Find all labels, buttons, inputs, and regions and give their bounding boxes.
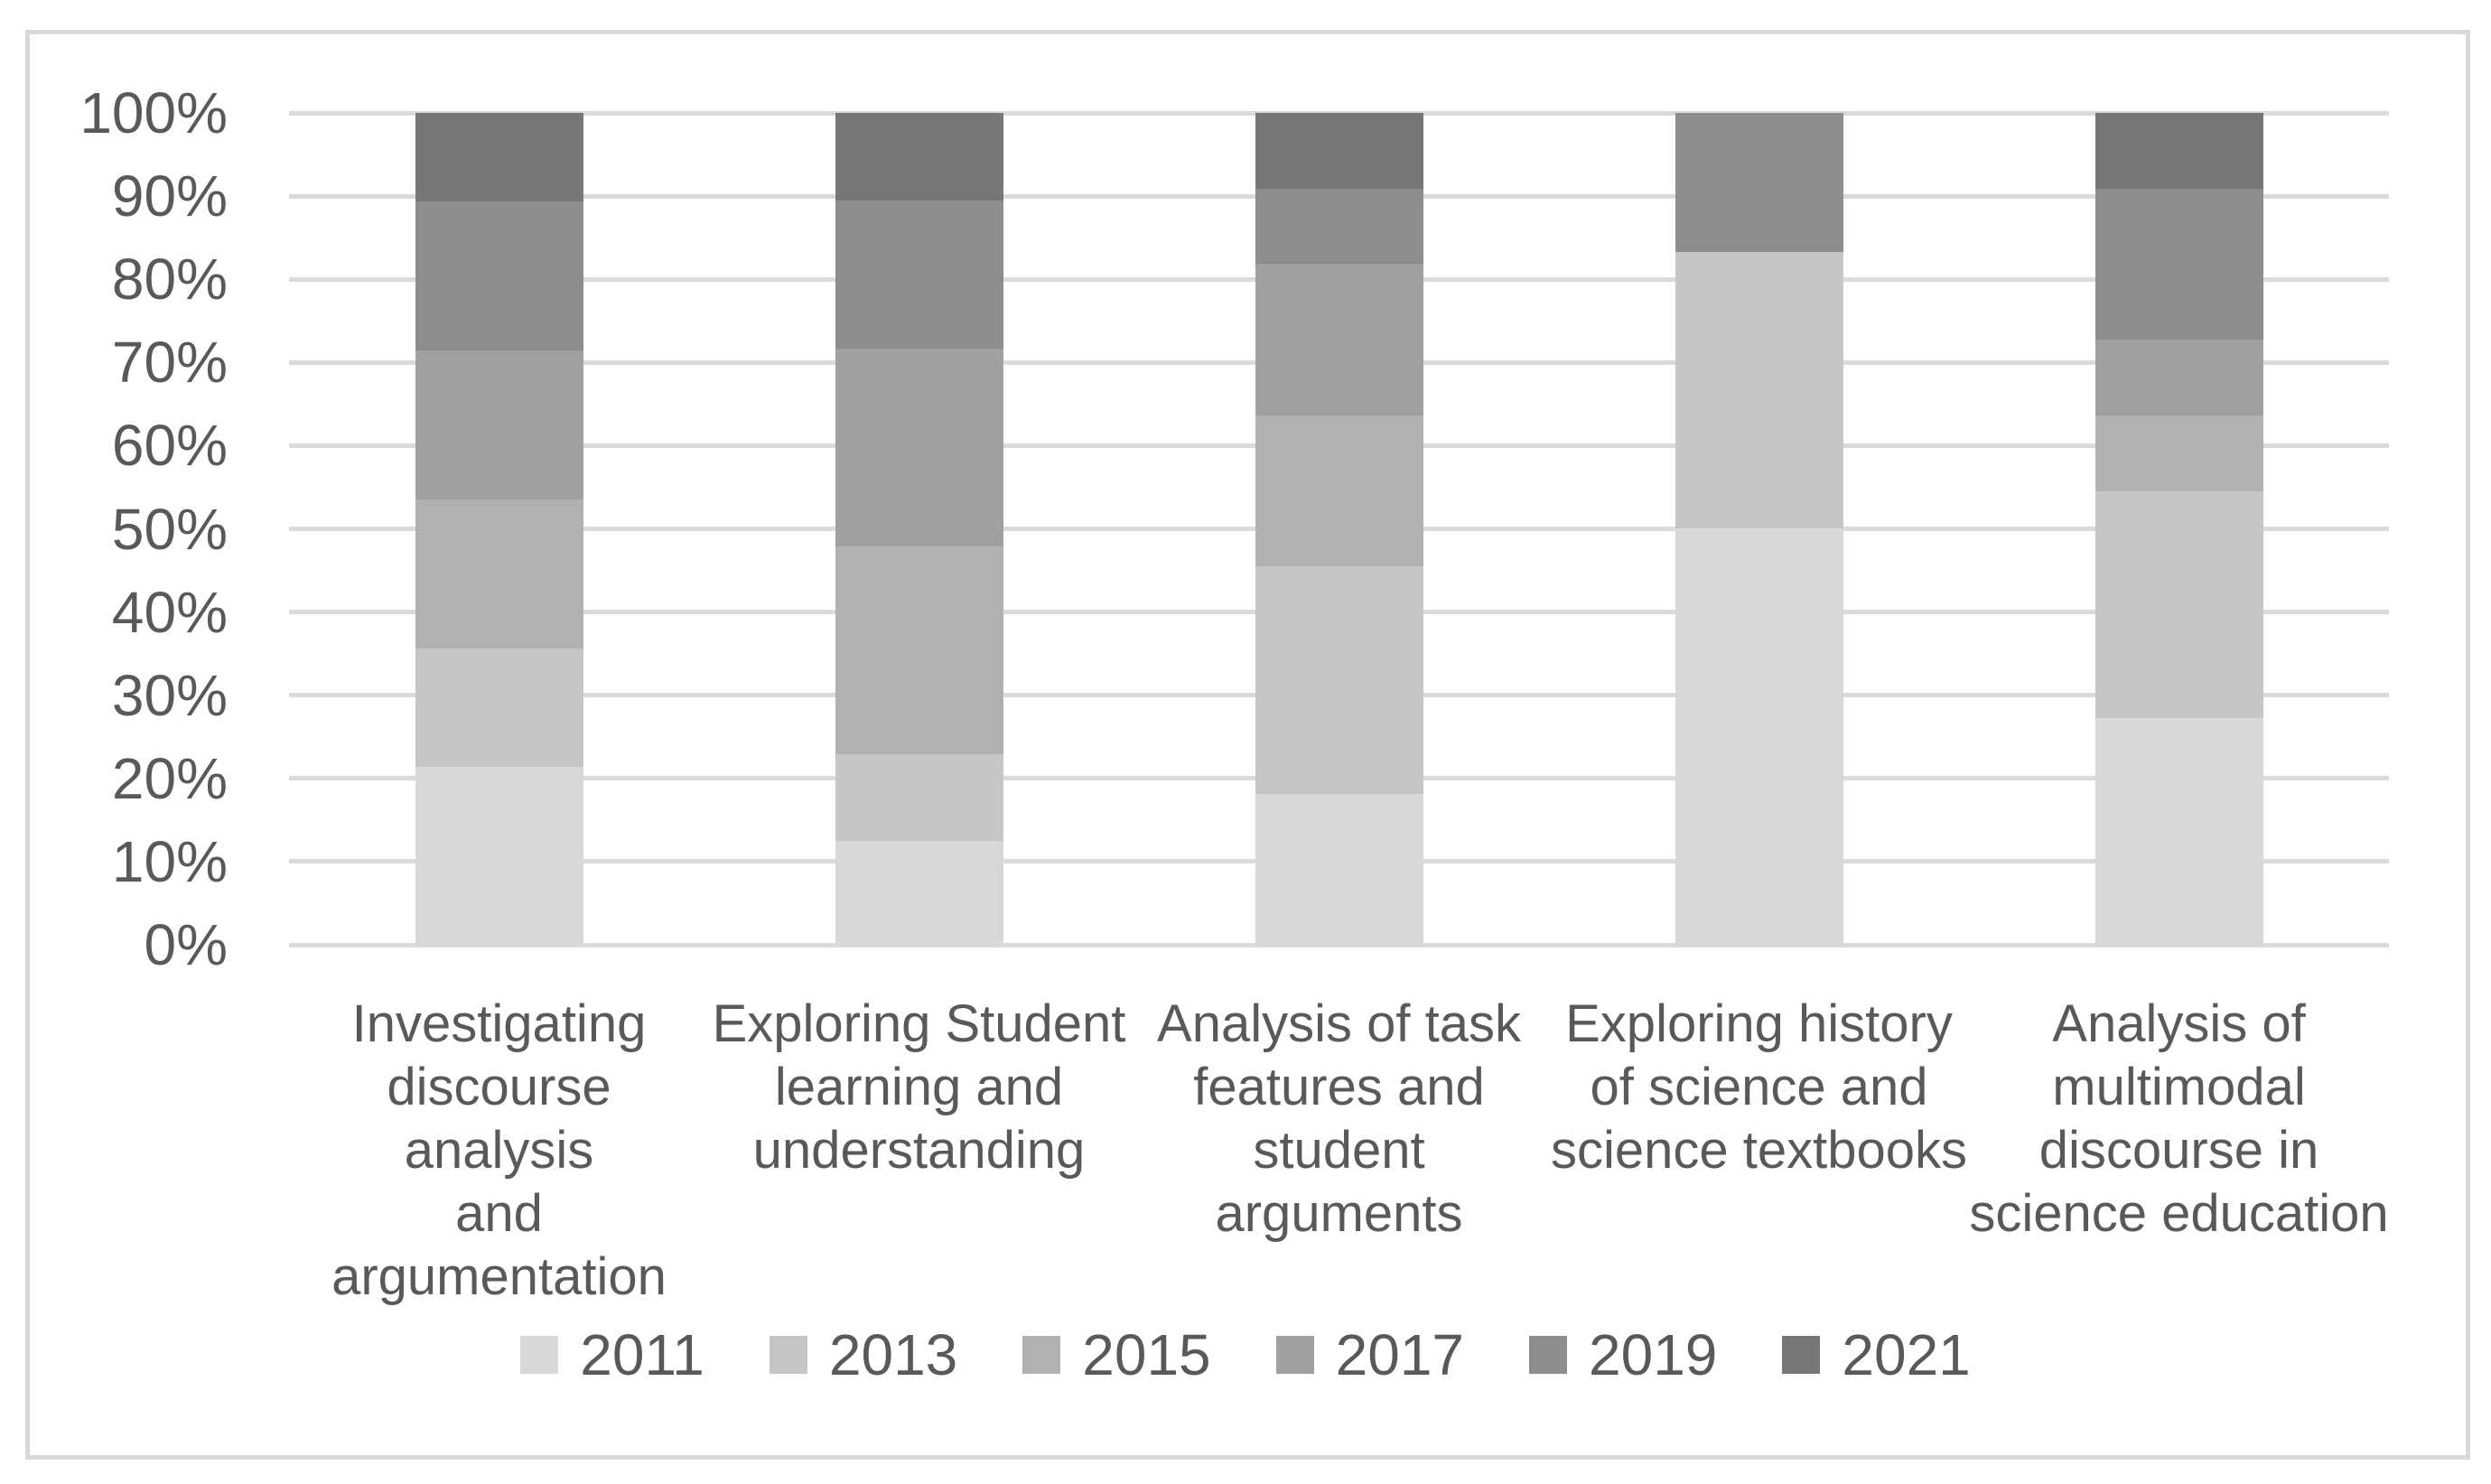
bar-segment-2017	[2094, 340, 2263, 415]
legend-item-2021: 2021	[1782, 1322, 1971, 1387]
bar-segment-2015	[835, 546, 1003, 755]
category-label-2: Exploring Student learning and understan…	[712, 994, 1126, 1180]
gridline	[289, 942, 2389, 947]
chart-frame	[25, 30, 2470, 1460]
legend-swatch-2013	[769, 1336, 807, 1374]
legend-item-2017: 2017	[1275, 1322, 1464, 1387]
bar-segment-2011	[415, 767, 583, 945]
y-axis-tick-label: 30%	[111, 662, 228, 728]
bar-segment-2011	[835, 840, 1003, 945]
y-axis-tick-label: 60%	[111, 413, 228, 479]
bar-segment-2013	[2094, 490, 2263, 718]
category-label-3: Analysis of task features and student ar…	[1157, 994, 1521, 1243]
legend-item-2013: 2013	[769, 1322, 958, 1387]
category-label-5: Analysis of multimodal discourse in scie…	[1969, 994, 2389, 1243]
bar-segment-2013	[835, 754, 1003, 841]
legend-swatch-2011	[520, 1336, 559, 1374]
legend-label: 2021	[1842, 1322, 1971, 1387]
bar-segment-2013	[415, 648, 583, 768]
bar-category-4	[1675, 113, 1843, 945]
y-axis-tick-label: 40%	[111, 579, 228, 645]
legend-label: 2019	[1589, 1322, 1718, 1387]
bar-segment-2021	[415, 113, 583, 202]
legend-label: 2017	[1335, 1322, 1464, 1387]
legend-swatch-2017	[1275, 1336, 1314, 1374]
bar-segment-2021	[835, 113, 1003, 201]
legend-swatch-2019	[1529, 1336, 1567, 1374]
bar-segment-2011	[2094, 717, 2263, 945]
bar-segment-2019	[2094, 188, 2263, 341]
bar-segment-2011	[1255, 793, 1423, 945]
category-label-4: Exploring history of science and science…	[1550, 994, 1968, 1180]
bar-segment-2021	[2094, 113, 2263, 189]
bar-segment-2017	[1255, 264, 1423, 415]
y-axis-tick-label: 50%	[111, 496, 228, 562]
y-axis-tick-label: 70%	[111, 330, 228, 396]
y-axis-tick-label: 0%	[144, 912, 229, 977]
bar-segment-2011	[1675, 528, 1843, 945]
bar-segment-2013	[1675, 251, 1843, 529]
bar-segment-2019	[415, 201, 583, 351]
bar-segment-2015	[1255, 415, 1423, 567]
legend-swatch-2015	[1022, 1336, 1061, 1374]
legend-item-2019: 2019	[1529, 1326, 1717, 1384]
y-axis-tick-label: 90%	[111, 163, 228, 229]
bar-segment-2017	[835, 348, 1003, 546]
legend-item-2015: 2015	[1022, 1322, 1211, 1387]
legend-item-2011: 2011	[520, 1326, 704, 1384]
y-axis-tick-label: 20%	[111, 745, 228, 811]
category-label-1: Investigating discourse analysis and arg…	[331, 994, 667, 1306]
bar-segment-2015	[415, 499, 583, 649]
y-axis-tick-label: 100%	[79, 80, 228, 145]
y-axis-tick-label: 10%	[111, 828, 228, 894]
bar-category-5	[2094, 113, 2263, 945]
bar-category-2	[835, 113, 1003, 945]
bar-segment-2019	[1255, 188, 1423, 265]
legend-swatch-2021	[1782, 1336, 1821, 1374]
bar-segment-2013	[1255, 566, 1423, 794]
bar-category-1	[415, 113, 583, 945]
legend: 2011 2013 2015 2017 2019 2021	[0, 1301, 2491, 1409]
bar-segment-2019	[1675, 113, 1843, 252]
bar-segment-2019	[835, 200, 1003, 349]
legend-label: 2011	[580, 1322, 704, 1387]
legend-label: 2013	[828, 1322, 958, 1387]
bar-segment-2021	[1255, 113, 1423, 189]
bar-category-3	[1255, 113, 1423, 945]
bar-segment-2015	[2094, 415, 2263, 491]
bar-segment-2017	[415, 350, 583, 499]
y-axis-tick-label: 80%	[111, 247, 228, 313]
legend-label: 2015	[1082, 1322, 1211, 1387]
